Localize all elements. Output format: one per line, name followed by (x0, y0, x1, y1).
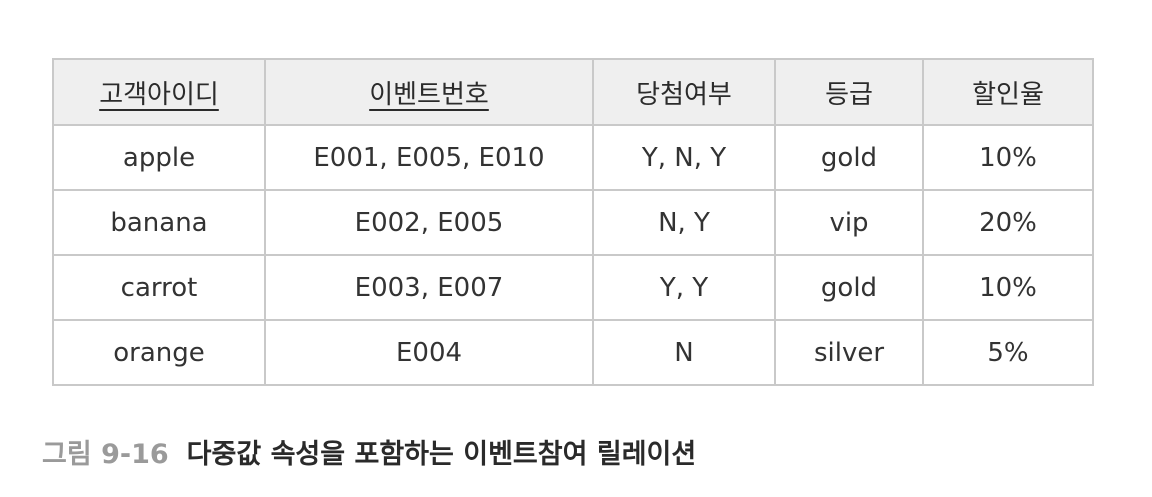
table-row: carrot E003, E007 Y, Y gold 10% (52, 254, 1094, 321)
table-row: banana E002, E005 N, Y vip 20% (52, 189, 1094, 256)
cell-grade: silver (774, 319, 924, 386)
cell-win-status: N (592, 319, 776, 386)
table-header-row: 고객아이디 이벤트번호 당첨여부 등급 할인율 (52, 58, 1094, 126)
column-header-label: 할인율 (972, 79, 1044, 110)
cell-event-number: E002, E005 (264, 189, 594, 256)
figure-caption: 그림 9-16 다중값 속성을 포함하는 이벤트참여 릴레이션 (42, 432, 696, 471)
cell-win-status: N, Y (592, 189, 776, 256)
table-row: orange E004 N silver 5% (52, 319, 1094, 386)
cell-grade: gold (774, 124, 924, 191)
figure-number: 그림 9-16 (42, 439, 169, 470)
cell-event-number: E004 (264, 319, 594, 386)
cell-event-number: E001, E005, E010 (264, 124, 594, 191)
column-header-discount-rate: 할인율 (922, 58, 1094, 126)
cell-grade: vip (774, 189, 924, 256)
cell-event-number: E003, E007 (264, 254, 594, 321)
cell-win-status: Y, N, Y (592, 124, 776, 191)
cell-discount-rate: 10% (922, 254, 1094, 321)
column-header-grade: 등급 (774, 58, 924, 126)
cell-customer-id: apple (52, 124, 266, 191)
table-row: apple E001, E005, E010 Y, N, Y gold 10% (52, 124, 1094, 191)
cell-discount-rate: 20% (922, 189, 1094, 256)
column-header-event-number: 이벤트번호 (264, 58, 594, 126)
column-header-win-status: 당첨여부 (592, 58, 776, 126)
column-header-label: 당첨여부 (636, 79, 732, 110)
cell-customer-id: banana (52, 189, 266, 256)
cell-grade: gold (774, 254, 924, 321)
cell-discount-rate: 10% (922, 124, 1094, 191)
relation-table-container: 고객아이디 이벤트번호 당첨여부 등급 할인율 apple E001, E005… (52, 58, 1094, 386)
event-participation-table: 고객아이디 이벤트번호 당첨여부 등급 할인율 apple E001, E005… (52, 58, 1094, 386)
cell-customer-id: orange (52, 319, 266, 386)
column-header-label: 고객아이디 (99, 79, 219, 110)
cell-customer-id: carrot (52, 254, 266, 321)
column-header-customer-id: 고객아이디 (52, 58, 266, 126)
column-header-label: 등급 (825, 79, 873, 110)
cell-win-status: Y, Y (592, 254, 776, 321)
figure-title: 다중값 속성을 포함하는 이벤트참여 릴레이션 (186, 439, 697, 470)
column-header-label: 이벤트번호 (369, 79, 489, 110)
cell-discount-rate: 5% (922, 319, 1094, 386)
